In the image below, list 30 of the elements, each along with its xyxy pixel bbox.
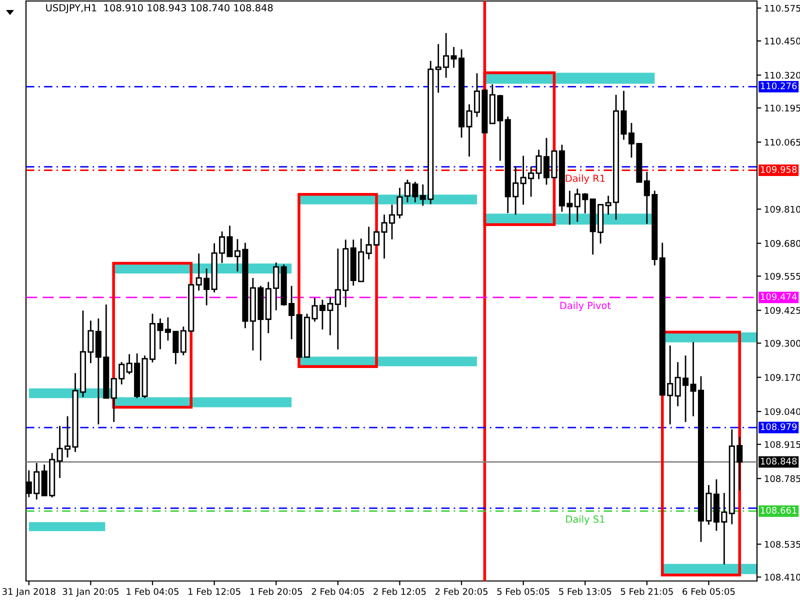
ref-line-label: 108.661 bbox=[760, 506, 796, 514]
ref-line-label: 109.958 bbox=[760, 166, 797, 173]
x-tick-label: 5 Feb 05:05 bbox=[497, 588, 550, 595]
x-tick-label: 2 Feb 04:05 bbox=[312, 588, 364, 595]
annotation: Daily R1 bbox=[566, 174, 605, 184]
y-tick-label: 110.195 bbox=[764, 104, 800, 112]
x-tick-label: 1 Feb 04:05 bbox=[126, 588, 178, 595]
y-tick-label: 109.555 bbox=[764, 272, 800, 280]
y-tick-label: 109.425 bbox=[764, 307, 800, 314]
ref-line-label: 110.276 bbox=[760, 82, 797, 90]
x-tick-label: 2 Feb 20:05 bbox=[435, 588, 488, 595]
chart-title: USDJPY,H1 108.910 108.943 108.740 108.848 bbox=[46, 4, 273, 14]
y-tick-label: 110.575 bbox=[764, 4, 800, 12]
y-tick-label: 110.065 bbox=[764, 138, 800, 146]
x-tick-label: 5 Feb 13:05 bbox=[559, 588, 612, 595]
y-tick-label: 108.915 bbox=[764, 441, 800, 448]
ref-line-label: 108.979 bbox=[760, 423, 797, 430]
x-tick-label: 31 Jan 20:05 bbox=[62, 588, 118, 597]
x-tick-label: 1 Feb 12:05 bbox=[188, 588, 240, 595]
x-tick-label: 6 Feb 05:05 bbox=[682, 588, 735, 595]
y-tick-label: 108.785 bbox=[764, 475, 800, 482]
ref-line-label: 108.848 bbox=[760, 458, 797, 465]
annotation: Daily S1 bbox=[566, 515, 604, 525]
x-tick-label: 2 Feb 12:05 bbox=[374, 588, 426, 595]
x-tick-label: 1 Feb 20:05 bbox=[250, 588, 302, 595]
x-tick-label: 5 Feb 21:05 bbox=[620, 588, 673, 595]
ref-line-label: 109.474 bbox=[760, 293, 797, 300]
x-tick-label: 31 Jan 2018 bbox=[2, 588, 56, 597]
y-tick-label: 108.535 bbox=[764, 540, 800, 548]
annotation: Daily Pivot bbox=[560, 302, 611, 312]
